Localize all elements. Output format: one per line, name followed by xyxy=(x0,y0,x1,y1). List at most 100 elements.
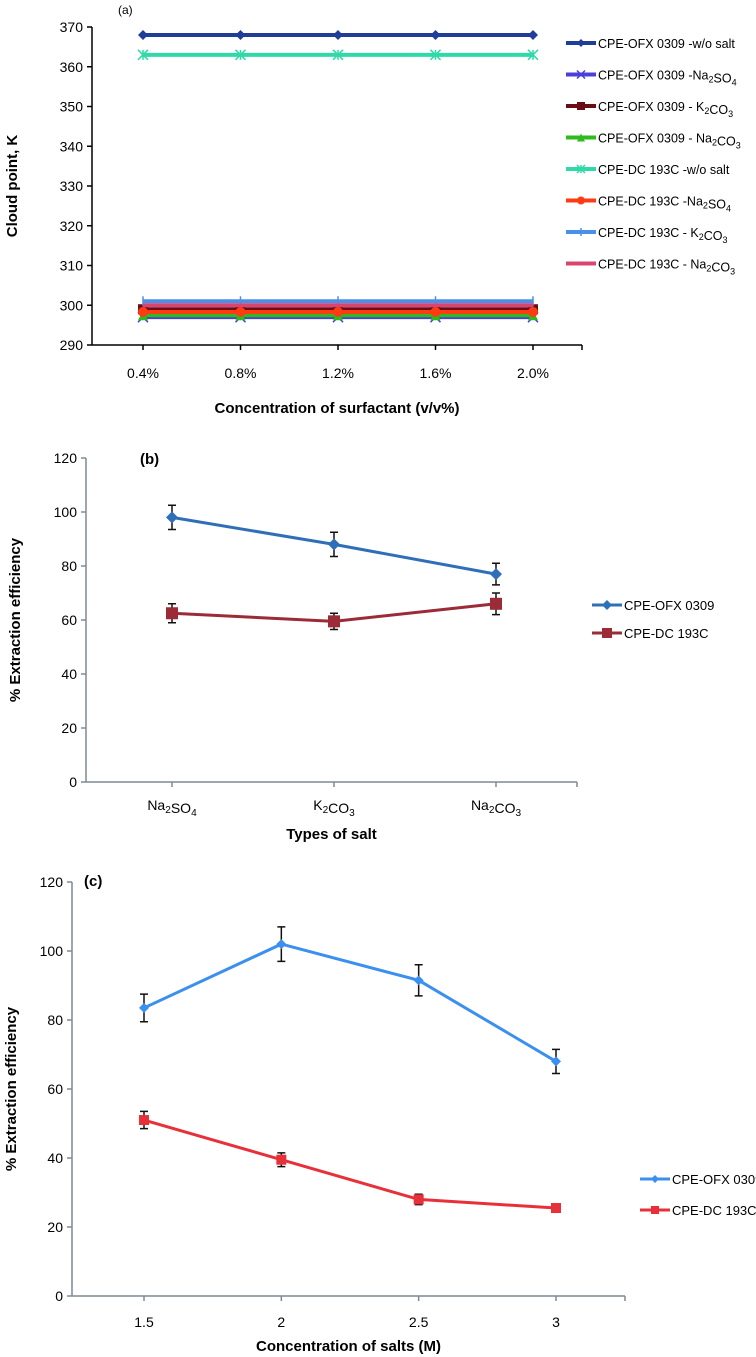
y-tick-label: 300 xyxy=(60,297,84,313)
legend-label: CPE-OFX 0309 xyxy=(672,1172,756,1187)
x-tick-label: 1.2% xyxy=(322,365,354,381)
marker-circle xyxy=(528,307,538,318)
y-tick-label: 100 xyxy=(54,504,78,520)
y-axis-title: Cloud point, K xyxy=(4,135,21,238)
legend-label: CPE-DC 193C -w/o salt xyxy=(598,163,730,177)
marker-diamond xyxy=(577,39,585,47)
legend-item: CPE-DC 193C -Na2SO4 xyxy=(566,195,731,214)
marker-diamond xyxy=(138,29,148,40)
y-tick-label: 330 xyxy=(60,178,84,194)
marker-circle xyxy=(333,307,343,318)
y-axis-title: % Extraction efficiency xyxy=(7,537,24,702)
marker-circle xyxy=(138,307,148,318)
marker-square xyxy=(328,615,340,628)
legend-item: CPE-OFX 0309 -w/o salt xyxy=(566,37,735,51)
marker-diamond xyxy=(139,1002,149,1013)
y-tick-label: 120 xyxy=(54,450,78,466)
marker-star xyxy=(429,49,442,61)
panel-label: (b) xyxy=(140,451,159,468)
y-tick-label: 120 xyxy=(40,874,64,890)
y-tick-label: 320 xyxy=(60,218,84,234)
series-cpe-dc-193c xyxy=(166,592,502,631)
x-tick-label: 2.0% xyxy=(517,365,549,381)
x-axis-title: Concentration of salts (M) xyxy=(256,1338,441,1355)
legend-item: CPE-DC 193C - Na2CO3 xyxy=(566,258,735,277)
chart-panel-a: 290 300 310 320 330 340 350 360 370 0.4% 0.8% 1.2% 1… xyxy=(4,3,741,417)
x-tick-label: 0.8% xyxy=(225,365,257,381)
marker-diamond xyxy=(651,1175,659,1183)
legend-item: CPE-DC 193C xyxy=(640,1203,756,1218)
series-cpe-dc-193c-w-o-salt xyxy=(137,49,539,61)
x-tick-label: 0.4% xyxy=(127,365,159,381)
marker-diamond xyxy=(166,511,178,524)
marker-triangle xyxy=(577,133,585,142)
marker-diamond xyxy=(490,568,502,581)
marker-square xyxy=(577,102,585,110)
y-tick-label: 80 xyxy=(47,1012,63,1028)
legend-label: CPE-OFX 0309 - K2CO3 xyxy=(598,100,733,119)
y-tick-label: 290 xyxy=(60,337,84,353)
legend-label: CPE-DC 193C - K2CO3 xyxy=(598,226,728,245)
series-cpe-ofx-0309-w-o-salt xyxy=(138,29,538,40)
marker-diamond xyxy=(413,975,424,986)
chart-panel-b: 0 20 40 60 80 100 120 Na2SO4 K2CO3 Na2CO3 (b) Types… xyxy=(7,450,714,843)
marker-diamond xyxy=(602,600,612,610)
legend-label: CPE-DC 193C xyxy=(672,1203,756,1218)
marker-diamond xyxy=(235,29,246,40)
x-tick-label: 2 xyxy=(277,1314,285,1330)
marker-diamond xyxy=(333,29,343,40)
legend-item: CPE-DC 193C - K2CO3 xyxy=(566,226,728,245)
series-line xyxy=(143,942,557,1063)
series-cpe-ofx-0309 xyxy=(139,926,561,1075)
marker-square xyxy=(139,1115,149,1126)
marker-circle xyxy=(430,307,441,318)
chart-panel-c: 0 20 40 60 80 100 120 1.5 2 2.5 3 (c) Concentration … xyxy=(3,873,756,1355)
legend-label: CPE-DC 193C - Na2CO3 xyxy=(598,258,735,277)
marker-diamond xyxy=(430,29,441,40)
y-tick-label: 60 xyxy=(61,612,77,628)
marker-star xyxy=(576,164,586,174)
marker-star xyxy=(527,49,539,61)
legend-item: CPE-OFX 0309 - Na2CO3 xyxy=(566,132,741,151)
series-line xyxy=(143,1118,557,1210)
x-tick-label: Na2SO4 xyxy=(147,797,197,819)
y-tick-label: 0 xyxy=(55,1288,63,1304)
marker-circle xyxy=(235,307,246,318)
legend-label: CPE-OFX 0309 xyxy=(624,598,714,613)
legend-item: CPE-DC 193C -w/o salt xyxy=(566,163,730,177)
marker-square xyxy=(413,1194,424,1205)
marker-star xyxy=(137,49,149,61)
y-tick-label: 40 xyxy=(61,666,77,682)
legend-item: CPE-OFX 0309 -Na2SO4 xyxy=(566,69,737,88)
marker-diamond xyxy=(551,1056,561,1067)
legend-item: CPE-DC 193C xyxy=(592,626,709,641)
x-tick-label: 3 xyxy=(552,1314,560,1330)
panel-label: (c) xyxy=(84,873,102,890)
y-tick-label: 20 xyxy=(61,720,77,736)
x-axis-title: Concentration of surfactant (v/v%) xyxy=(214,400,459,417)
y-tick-label: 340 xyxy=(60,138,84,154)
legend-item: CPE-OFX 0309 xyxy=(592,598,714,613)
x-tick-label: 2.5 xyxy=(409,1314,429,1330)
marker-square xyxy=(490,597,502,610)
panel-label: (a) xyxy=(118,3,133,17)
marker-diamond xyxy=(328,538,340,551)
x-tick-label: 1.5 xyxy=(134,1314,154,1330)
series-cpe-dc-193c-na2so4 xyxy=(138,307,538,318)
marker-square xyxy=(276,1154,287,1165)
y-tick-label: 360 xyxy=(60,59,84,75)
legend-item: CPE-OFX 0309 - K2CO3 xyxy=(566,100,733,119)
marker-diamond xyxy=(528,29,538,40)
marker-square xyxy=(602,628,612,638)
y-tick-label: 20 xyxy=(47,1219,63,1235)
marker-star xyxy=(234,49,247,61)
series-cpe-dc-193c xyxy=(139,1110,561,1214)
marker-square xyxy=(651,1206,659,1214)
x-tick-label: Na2CO3 xyxy=(471,797,522,819)
y-tick-label: 40 xyxy=(47,1150,63,1166)
y-tick-label: 310 xyxy=(60,258,84,274)
y-axis-title: % Extraction efficiency xyxy=(3,1006,20,1171)
marker-diamond xyxy=(276,939,287,950)
y-tick-label: 60 xyxy=(47,1081,63,1097)
